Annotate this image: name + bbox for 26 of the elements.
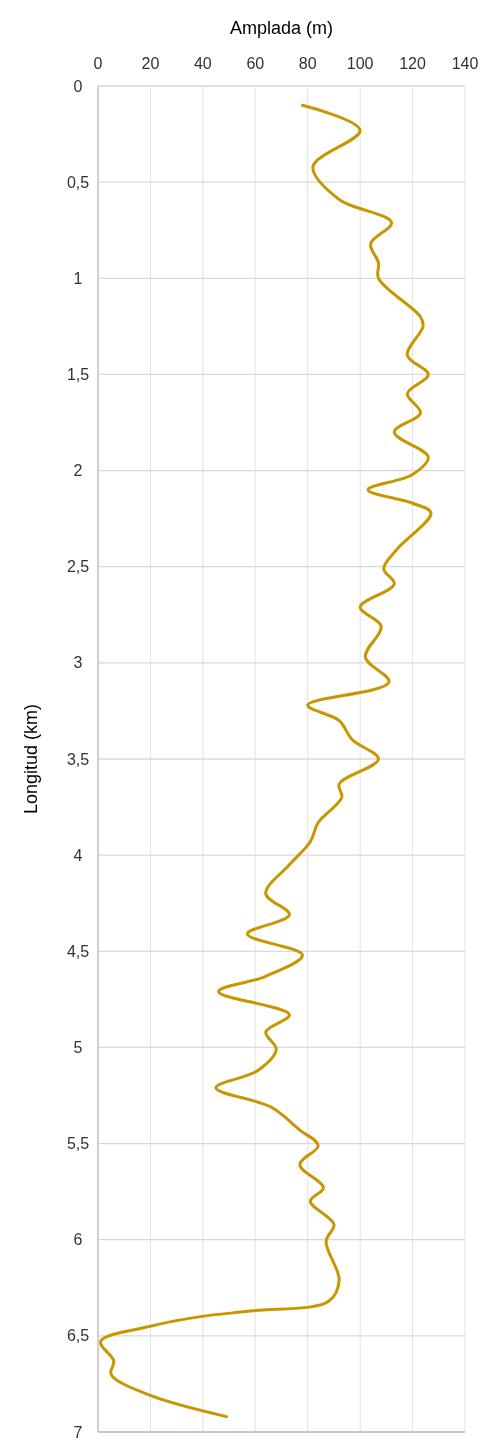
y-tick-label: 2 <box>73 462 83 480</box>
y-tick-label: 7 <box>73 1423 83 1441</box>
x-tick-label: 0 <box>93 55 103 72</box>
x-tick-label: 80 <box>298 55 317 72</box>
y-tick-label: 4,5 <box>66 942 90 960</box>
y-tick-label: 6 <box>73 1231 83 1249</box>
y-tick-label: 1 <box>73 269 83 287</box>
x-tick-label: 120 <box>399 55 427 72</box>
y-tick-label: 6,5 <box>66 1327 90 1345</box>
y-tick-label: 2,5 <box>66 558 90 576</box>
y-tick-label: 3 <box>73 654 83 672</box>
y-tick-label: 4 <box>73 846 83 864</box>
x-axis-title: Amplada (m) <box>229 18 334 38</box>
y-tick-label: 0,5 <box>66 173 90 191</box>
y-tick-label: 5,5 <box>66 1135 90 1153</box>
y-tick-label: 0 <box>73 77 83 95</box>
x-tick-label: 60 <box>246 55 265 72</box>
x-tick-label: 40 <box>193 55 212 72</box>
x-tick-label: 100 <box>346 55 374 72</box>
y-tick-label: 3,5 <box>66 750 90 768</box>
line-series <box>99 103 433 1419</box>
y-tick-label: 1,5 <box>66 366 90 384</box>
y-axis-title: Longitud (km) <box>21 703 41 815</box>
x-tick-label: 140 <box>451 55 479 72</box>
y-tick-label: 5 <box>73 1039 83 1057</box>
x-tick-label: 20 <box>141 55 160 72</box>
